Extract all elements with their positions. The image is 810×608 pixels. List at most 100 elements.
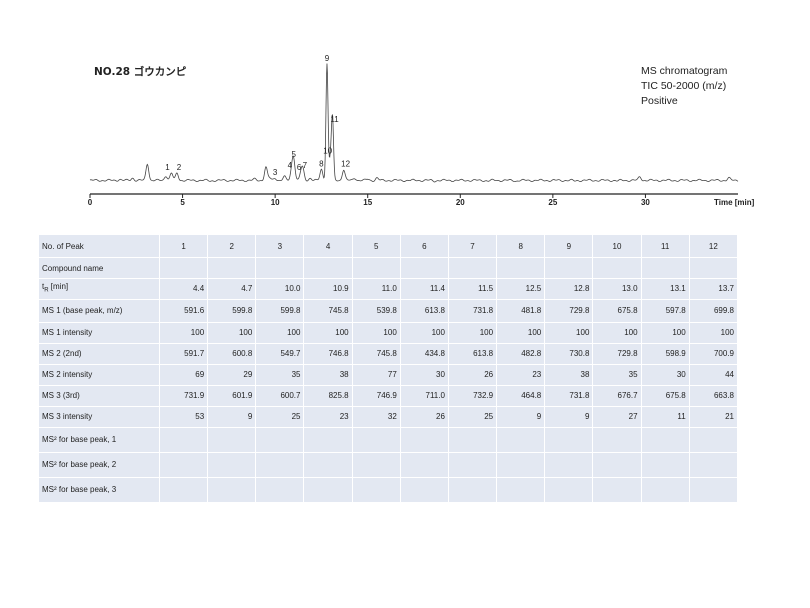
table-cell — [545, 452, 593, 477]
row-label: MS² for base peak, 3 — [39, 477, 159, 502]
row-label: Compound name — [39, 258, 159, 278]
peak-table: No. of Peak 1 2 3 4 5 6 7 8 9 10 11 12 Compound name … — [38, 234, 738, 503]
chromatogram-info: MS chromatogram TIC 50-2000 (m/z) Positi… — [641, 64, 727, 109]
table-cell — [352, 477, 400, 502]
table-cell: 12.5 — [497, 279, 545, 299]
table-cell: 663.8 — [689, 385, 737, 406]
table-cell: 464.8 — [497, 385, 545, 406]
table-cell: 44 — [689, 364, 737, 385]
table-cell: 11.4 — [400, 279, 448, 299]
peak-label: 6 — [297, 163, 302, 172]
x-tick-label: 5 — [180, 198, 185, 207]
table-cell — [352, 427, 400, 452]
table-cell — [448, 427, 497, 452]
peak-number-cell: 11 — [641, 235, 689, 257]
table-cell — [545, 477, 593, 502]
table-cell — [545, 427, 593, 452]
table-cell: 11.5 — [448, 279, 497, 299]
table-cell: 13.0 — [593, 279, 641, 299]
table-cell: 100 — [160, 322, 208, 343]
table-cell: 23 — [497, 364, 545, 385]
table-cell — [160, 427, 208, 452]
row-label: MS 1 intensity — [39, 322, 159, 343]
row-label: MS² for base peak, 2 — [39, 452, 159, 477]
table-cell: 675.8 — [593, 299, 641, 322]
info-line-range: TIC 50-2000 (m/z) — [641, 80, 727, 92]
table-cell — [352, 452, 400, 477]
table-row: MS² for base peak, 3 — [39, 477, 737, 502]
table-cell: 599.8 — [208, 299, 256, 322]
table-cell — [497, 258, 545, 278]
table-cell — [352, 258, 400, 278]
peak-label: 1 — [165, 163, 170, 172]
table-cell: 21 — [689, 406, 737, 427]
table-cell: 481.8 — [497, 299, 545, 322]
table-cell — [448, 452, 497, 477]
table-row: MS 1 intensity 100 100 100 100 100 100 100 100 10… — [39, 322, 737, 343]
table-cell: 10.0 — [256, 279, 304, 299]
table-cell — [593, 477, 641, 502]
peak-label: 4 — [288, 161, 293, 170]
table-row: tR [min] 4.4 4.7 10.0 10.9 11.0 11.4 11.5 12.5 12… — [39, 279, 737, 299]
table-cell: 825.8 — [304, 385, 352, 406]
row-label: MS 2 intensity — [39, 364, 159, 385]
table-cell: 699.8 — [689, 299, 737, 322]
table-cell: 30 — [641, 364, 689, 385]
table-cell: 539.8 — [352, 299, 400, 322]
peak-number-cell: 5 — [352, 235, 400, 257]
table-cell: 4.4 — [160, 279, 208, 299]
row-label: MS² for base peak, 1 — [39, 427, 159, 452]
table-cell — [256, 427, 304, 452]
table-cell: 746.8 — [304, 343, 352, 364]
table-cell — [256, 258, 304, 278]
peak-label: 9 — [325, 54, 330, 63]
table-cell — [256, 452, 304, 477]
table-cell — [304, 452, 352, 477]
table-cell: 32 — [352, 406, 400, 427]
table-cell: 700.9 — [689, 343, 737, 364]
table-cell — [497, 427, 545, 452]
table-header-label: No. of Peak — [39, 235, 159, 257]
table-cell: 29 — [208, 364, 256, 385]
table-cell: 729.8 — [593, 343, 641, 364]
table-row: MS 1 (base peak, m/z) 591.6 599.8 599.8 745.… — [39, 299, 737, 322]
table-row: MS² for base peak, 1 — [39, 427, 737, 452]
table-cell: 731.8 — [545, 385, 593, 406]
table-cell: 35 — [593, 364, 641, 385]
table-cell — [448, 258, 497, 278]
table-cell: 100 — [497, 322, 545, 343]
table-cell: 53 — [160, 406, 208, 427]
table-cell: 732.9 — [448, 385, 497, 406]
table-cell: 600.7 — [256, 385, 304, 406]
table-row: MS² for base peak, 2 — [39, 452, 737, 477]
table-cell — [208, 452, 256, 477]
info-line-polarity: Positive — [641, 95, 678, 107]
table-cell — [160, 258, 208, 278]
table-cell — [689, 477, 737, 502]
table-cell: 23 — [304, 406, 352, 427]
table-cell: 434.8 — [400, 343, 448, 364]
table-cell — [497, 477, 545, 502]
table-cell: 482.8 — [497, 343, 545, 364]
table-cell: 26 — [448, 364, 497, 385]
table-cell: 12.8 — [545, 279, 593, 299]
peak-number-cell: 1 — [160, 235, 208, 257]
peak-number-cell: 8 — [497, 235, 545, 257]
table-cell: 100 — [448, 322, 497, 343]
table-cell — [545, 258, 593, 278]
table-cell — [448, 477, 497, 502]
table-cell: 10.9 — [304, 279, 352, 299]
table-cell: 600.8 — [208, 343, 256, 364]
table-cell — [593, 427, 641, 452]
table-cell: 745.8 — [304, 299, 352, 322]
table-cell — [160, 477, 208, 502]
peak-label: 3 — [273, 168, 278, 177]
peak-label: 7 — [303, 161, 308, 170]
table-cell: 13.1 — [641, 279, 689, 299]
table-cell — [641, 258, 689, 278]
table-row: MS 3 (3rd) 731.9 601.9 600.7 825.8 746.9 711.0… — [39, 385, 737, 406]
table-cell — [160, 452, 208, 477]
table-cell: 13.7 — [689, 279, 737, 299]
table-cell — [641, 427, 689, 452]
